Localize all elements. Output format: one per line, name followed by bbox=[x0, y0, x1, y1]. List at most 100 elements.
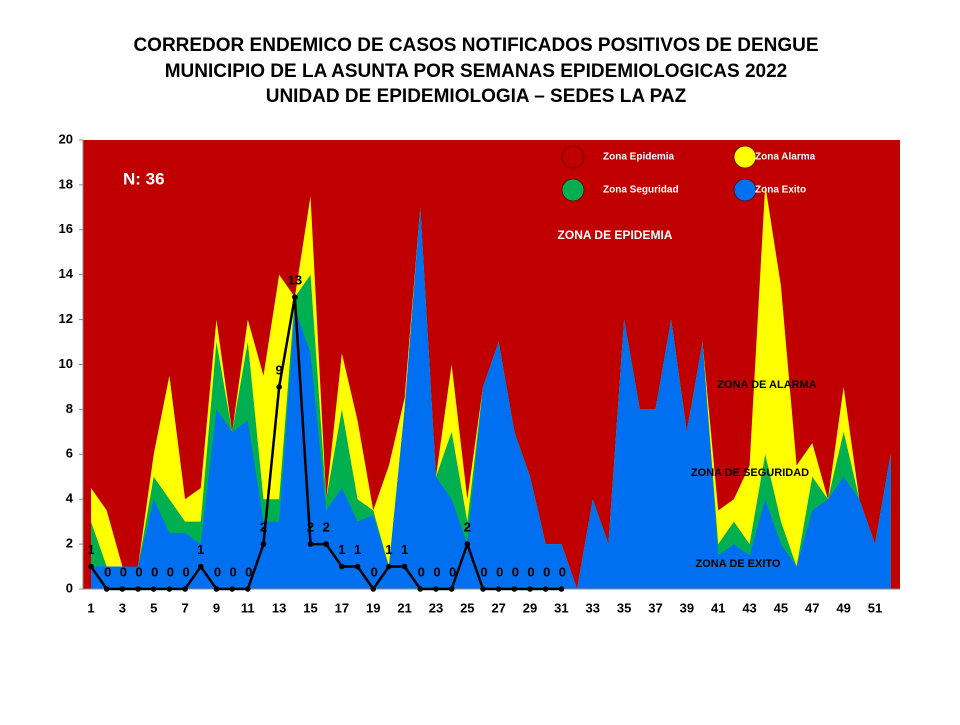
x-tick-label: 1 bbox=[87, 600, 94, 615]
x-tick-label: 19 bbox=[366, 600, 380, 615]
x-tick-label: 23 bbox=[429, 600, 443, 615]
y-tick-label: 2 bbox=[66, 536, 73, 551]
case-point bbox=[448, 586, 455, 592]
y-tick-label: 8 bbox=[66, 401, 73, 416]
x-tick-label: 39 bbox=[680, 600, 694, 615]
case-label: 0 bbox=[182, 564, 189, 579]
x-tick-label: 37 bbox=[648, 600, 662, 615]
legend-label: Zona Seguridad bbox=[603, 185, 679, 196]
case-label: 0 bbox=[214, 564, 221, 579]
case-point bbox=[103, 586, 110, 592]
x-tick-label: 29 bbox=[523, 600, 537, 615]
x-tick-label: 25 bbox=[460, 600, 474, 615]
annotation: N: 36 bbox=[123, 169, 165, 188]
case-point bbox=[386, 563, 392, 570]
case-point bbox=[307, 541, 314, 547]
case-point bbox=[527, 586, 533, 592]
case-label: 0 bbox=[527, 564, 534, 579]
title-line: MUNICIPIO DE LA ASUNTA POR SEMANAS EPIDE… bbox=[165, 61, 788, 82]
case-point bbox=[511, 586, 518, 592]
x-tick-label: 21 bbox=[397, 600, 411, 615]
x-tick-label: 45 bbox=[774, 600, 788, 615]
case-point bbox=[417, 586, 424, 592]
case-label: 1 bbox=[401, 542, 408, 557]
case-point bbox=[339, 563, 345, 570]
case-point bbox=[370, 586, 377, 592]
case-label: 0 bbox=[480, 564, 487, 579]
title-line: UNIDAD DE EPIDEMIOLOGIA – SEDES LA PAZ bbox=[266, 86, 687, 107]
case-label: 0 bbox=[245, 564, 252, 579]
case-label: 0 bbox=[167, 564, 174, 579]
case-point bbox=[182, 586, 188, 592]
case-label: 0 bbox=[559, 564, 566, 579]
annotation: ZONA DE SEGURIDAD bbox=[691, 467, 809, 479]
case-label: 1 bbox=[338, 542, 345, 557]
case-point bbox=[197, 563, 204, 570]
case-label: 0 bbox=[135, 564, 142, 579]
legend-label: Zona Alarma bbox=[755, 152, 816, 163]
case-point bbox=[323, 541, 330, 547]
case-point bbox=[119, 586, 126, 592]
case-label: 0 bbox=[449, 564, 456, 579]
y-tick-label: 6 bbox=[66, 446, 73, 461]
case-label: 2 bbox=[307, 520, 314, 535]
y-tick-label: 16 bbox=[59, 221, 73, 236]
annotation: ZONA DE EXITO bbox=[696, 558, 781, 570]
case-label: 1 bbox=[385, 542, 392, 557]
case-point bbox=[542, 586, 549, 592]
x-tick-label: 9 bbox=[213, 600, 220, 615]
y-tick-label: 4 bbox=[66, 491, 74, 506]
x-tick-label: 11 bbox=[241, 600, 255, 615]
case-point bbox=[480, 586, 486, 592]
case-point bbox=[354, 563, 361, 570]
x-tick-label: 17 bbox=[335, 600, 349, 615]
case-label: 13 bbox=[288, 273, 302, 288]
case-point bbox=[495, 586, 502, 592]
case-label: 0 bbox=[371, 564, 378, 579]
case-point bbox=[150, 586, 157, 592]
legend-swatch bbox=[561, 178, 585, 202]
case-point bbox=[213, 586, 220, 592]
x-tick-label: 49 bbox=[836, 600, 850, 615]
x-tick-label: 5 bbox=[150, 600, 157, 615]
y-tick-label: 14 bbox=[59, 266, 74, 281]
x-tick-label: 13 bbox=[272, 600, 286, 615]
legend-label: Zona Exito bbox=[755, 185, 806, 196]
legend-swatch bbox=[733, 178, 757, 202]
y-tick-label: 18 bbox=[59, 176, 73, 191]
x-tick-label: 3 bbox=[119, 600, 126, 615]
case-point bbox=[401, 563, 408, 570]
case-label: 0 bbox=[433, 564, 440, 579]
case-label: 2 bbox=[323, 520, 330, 535]
annotation: ZONA DE EPIDEMIA bbox=[558, 228, 673, 242]
case-label: 2 bbox=[260, 520, 267, 535]
case-label: 0 bbox=[543, 564, 550, 579]
case-point bbox=[464, 541, 471, 547]
y-tick-label: 20 bbox=[59, 131, 73, 146]
case-point bbox=[135, 586, 141, 592]
case-label: 2 bbox=[464, 520, 471, 535]
case-point bbox=[229, 586, 235, 592]
x-tick-label: 41 bbox=[711, 600, 725, 615]
y-tick-label: 10 bbox=[59, 356, 73, 371]
case-label: 0 bbox=[151, 564, 158, 579]
case-point bbox=[433, 586, 439, 592]
case-point bbox=[558, 586, 565, 592]
y-tick-label: 12 bbox=[59, 311, 73, 326]
case-label: 0 bbox=[496, 564, 503, 579]
x-tick-label: 27 bbox=[491, 600, 505, 615]
y-tick-label: 0 bbox=[66, 580, 73, 595]
annotation: ZONA DE ALARMA bbox=[717, 379, 816, 391]
zone-area bbox=[91, 207, 891, 589]
x-tick-label: 43 bbox=[742, 600, 756, 615]
case-point bbox=[292, 294, 298, 300]
legend-swatch bbox=[733, 145, 757, 169]
case-label: 1 bbox=[354, 542, 361, 557]
case-label: 0 bbox=[418, 564, 425, 579]
case-point bbox=[260, 541, 267, 547]
case-label: 1 bbox=[87, 542, 94, 557]
legend-swatch bbox=[561, 145, 585, 169]
title-line: CORREDOR ENDEMICO DE CASOS NOTIFICADOS P… bbox=[133, 35, 818, 56]
